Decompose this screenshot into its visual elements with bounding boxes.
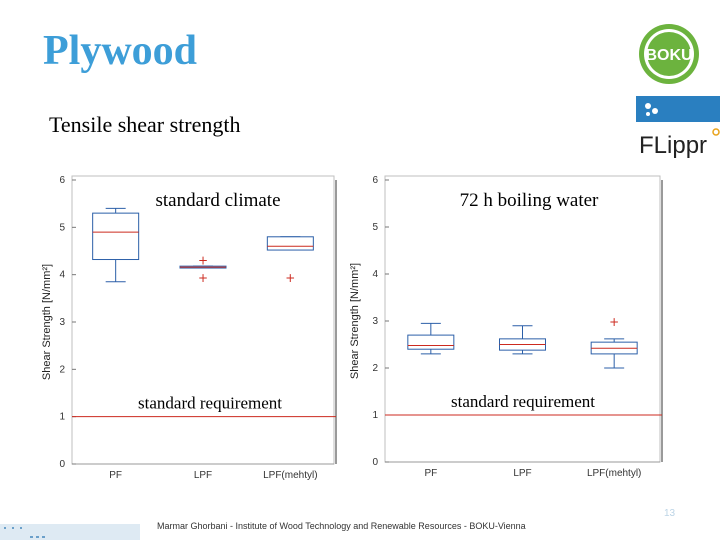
y-tick-label: 5 <box>372 222 378 233</box>
y-tick-label: 6 <box>59 175 65 186</box>
x-tick-label: PF <box>424 468 437 479</box>
y-tick-label: 4 <box>372 269 378 280</box>
chart-title: standard climate <box>155 190 280 211</box>
y-tick-label: 2 <box>372 363 378 374</box>
outlier-marker: + <box>285 271 295 285</box>
svg-text:FLippr: FLippr <box>639 132 707 158</box>
y-axis-label: Shear Strength [N/mm²] <box>41 264 53 380</box>
x-tick-label: LPF(mehtyl) <box>587 468 641 479</box>
requirement-label: standard requirement <box>451 392 595 411</box>
x-tick-label: LPF(mehtyl) <box>263 470 317 481</box>
y-tick-label: 2 <box>59 364 65 375</box>
x-tick-label: PF <box>109 470 122 481</box>
box <box>92 212 140 261</box>
page-number: 13 <box>664 508 676 519</box>
x-tick-label: LPF <box>194 470 212 481</box>
outlier-marker: + <box>198 271 208 285</box>
y-tick-label: 1 <box>59 412 65 423</box>
y-tick-label: 1 <box>372 410 378 421</box>
svg-text:BOKU: BOKU <box>645 47 692 64</box>
y-tick-label: 0 <box>59 459 65 470</box>
y-tick-label: 3 <box>372 316 378 327</box>
chart-title: 72 h boiling water <box>460 190 599 211</box>
boku-logo: BOKU <box>639 24 699 84</box>
outlier-marker: + <box>198 253 208 267</box>
requirement-label: standard requirement <box>138 394 282 413</box>
flippr-logo: FLippr <box>636 96 720 158</box>
box <box>407 334 455 350</box>
outlier-marker: + <box>609 315 619 329</box>
slide-title: Plywood <box>43 28 198 74</box>
y-axis-label: Shear Strength [N/mm²] <box>349 263 361 379</box>
y-tick-label: 6 <box>372 175 378 186</box>
box <box>266 236 314 251</box>
slide-subtitle: Tensile shear strength <box>49 112 241 137</box>
decorative-strip <box>0 524 140 540</box>
y-tick-label: 4 <box>59 270 65 281</box>
slide-footer: Marmar Ghorbani - Institute of Wood Tech… <box>157 521 526 531</box>
y-tick-label: 5 <box>59 222 65 233</box>
x-tick-label: LPF <box>513 468 531 479</box>
y-tick-label: 0 <box>372 457 378 468</box>
y-tick-label: 3 <box>59 317 65 328</box>
